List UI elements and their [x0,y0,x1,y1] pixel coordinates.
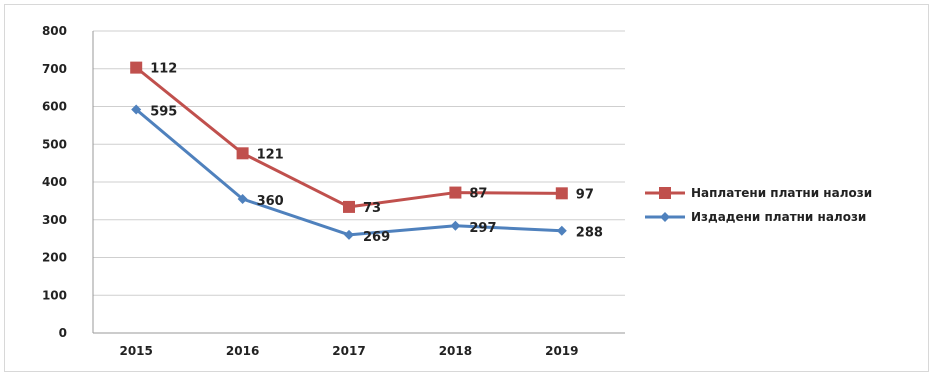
data-label: 360 [257,194,284,209]
data-label: 595 [150,105,177,120]
gridlines [93,30,625,334]
y-axis: 0 100 200 300 400 500 600 700 800 [42,24,94,340]
x-tick-label: 2017 [332,344,365,358]
data-point-marker [555,187,568,200]
data-label: 87 [469,187,487,202]
data-point-marker [556,225,567,236]
data-point-marker [131,104,142,115]
data-point-marker [130,61,143,74]
series-line [135,108,562,237]
y-tick-label: 700 [42,62,67,76]
data-label: 112 [150,62,177,77]
x-tick-label: 2016 [226,344,259,358]
data-point-marker [236,147,249,160]
data-label: 288 [576,226,603,241]
y-tick-label: 100 [42,288,67,302]
x-axis: 2015 2016 2017 2018 2019 [93,332,625,358]
legend-label: Издадени платни налози [691,210,866,224]
x-tick-label: 2019 [545,344,578,358]
data-label: 297 [469,221,496,236]
data-labels: 112 121 73 87 97 595 360 269 297 288 [150,62,603,245]
legend-label: Наплатени платни налози [691,186,872,200]
data-label: 121 [257,147,284,162]
y-tick-label: 800 [42,24,67,38]
y-tick-label: 600 [42,100,67,114]
data-point-marker [449,186,462,199]
x-tick-label: 2018 [439,344,472,358]
series-line [135,66,562,209]
data-point-marker [237,193,248,204]
y-tick-label: 0 [59,326,67,340]
y-tick-label: 300 [42,213,67,227]
legend-marker [659,187,671,199]
data-label: 73 [363,201,381,216]
data-point-marker [343,200,355,213]
data-label: 97 [576,187,594,202]
legend-marker [660,212,670,222]
y-tick-label: 500 [42,137,67,151]
legend: Наплатени платни налози Издадени платни н… [645,186,872,224]
series-lines [130,61,568,240]
data-point-marker [450,220,461,231]
data-label: 269 [363,230,390,245]
y-tick-label: 200 [42,251,67,265]
y-tick-label: 400 [42,175,67,189]
data-point-marker [344,229,354,240]
chart-frame: 0 100 200 300 400 500 600 700 800 2015 2016 2017 20… [4,4,929,372]
x-tick-label: 2015 [119,344,152,358]
